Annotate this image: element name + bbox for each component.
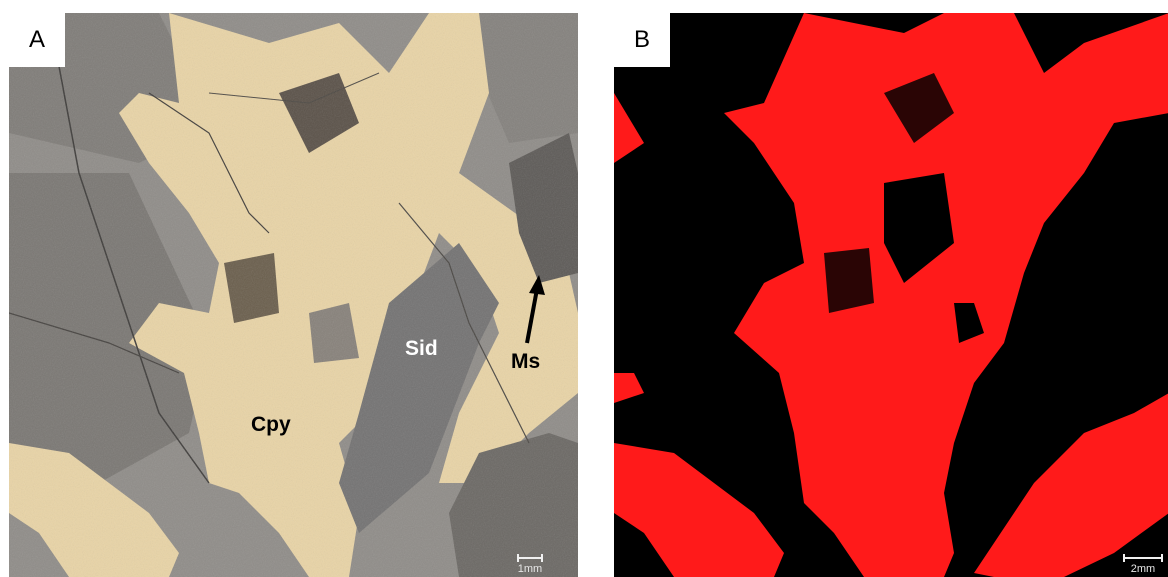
micrograph-panel-a: A Sid Cpy Ms 1mm	[9, 13, 578, 577]
micrograph-panel-b: B 2mm	[614, 13, 1168, 577]
classified-region	[724, 13, 1168, 577]
arrow-icon	[525, 275, 545, 344]
scale-bar-a: 1mm	[510, 554, 550, 575]
panel-label-b: B	[614, 13, 670, 67]
label-cpy: Cpy	[251, 413, 291, 436]
label-ms: Ms	[511, 350, 541, 373]
scale-bar-b: 2mm	[1119, 554, 1167, 575]
classification-map-b	[614, 13, 1168, 577]
micrograph-image-a	[9, 13, 578, 577]
scale-label-a: 1mm	[517, 563, 543, 575]
scale-label-b: 2mm	[1130, 563, 1156, 575]
label-sid: Sid	[405, 337, 438, 360]
panel-label-a: A	[9, 13, 65, 67]
